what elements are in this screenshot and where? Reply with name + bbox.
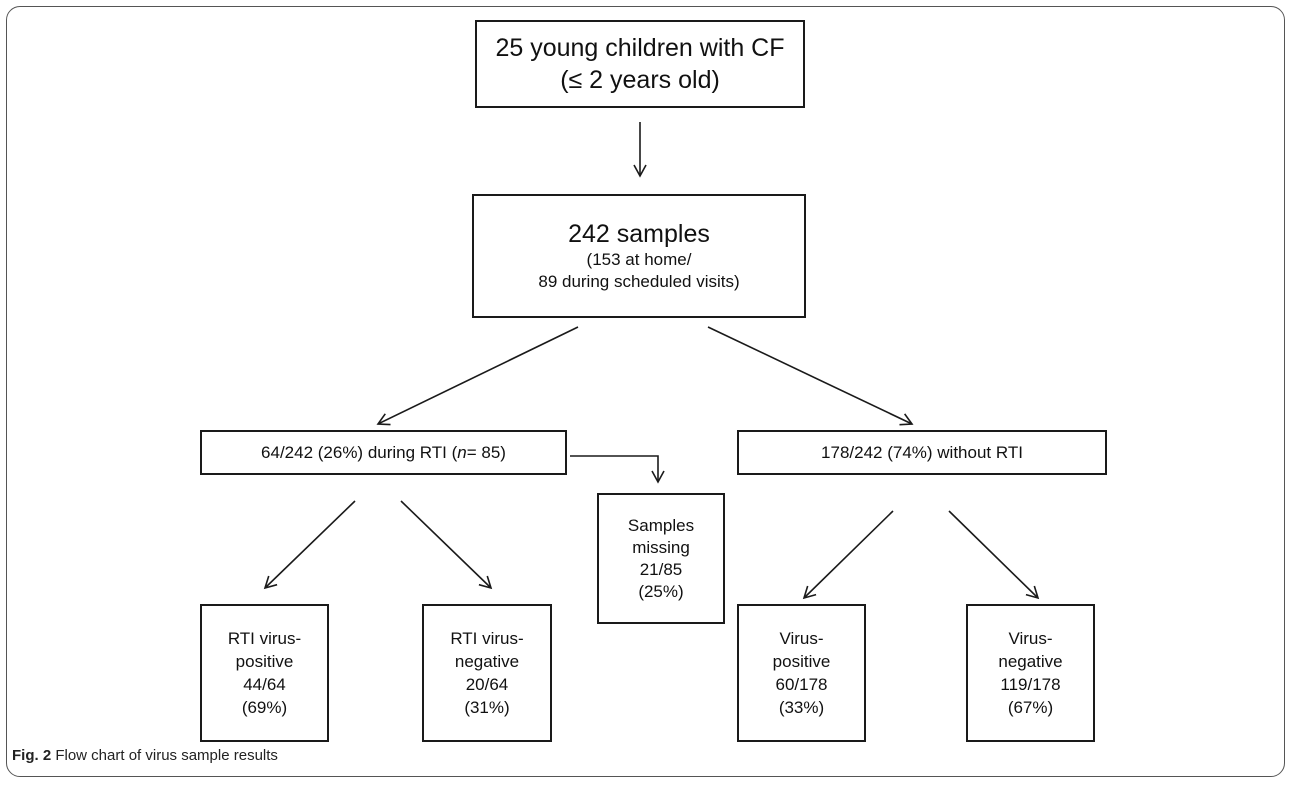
- arrow-nonrti-to-positive: [802, 510, 894, 600]
- rti-neg-line4: (31%): [464, 698, 510, 717]
- missing-line3: 21/85: [639, 559, 683, 579]
- samples-total: 242 samples: [568, 220, 710, 248]
- missing-samples-box: Samples missing 21/85 (25%): [597, 493, 725, 624]
- pos-line1: Virus-: [779, 629, 824, 648]
- rti-neg-line1: RTI virus-: [450, 629, 524, 648]
- neg-line4: (67%): [1007, 698, 1054, 717]
- rti-pos-line4: (69%): [241, 698, 288, 717]
- non-rti-label: 178/242 (74%) without RTI: [821, 442, 1023, 462]
- samples-box: 242 samples (153 at home/ 89 during sche…: [472, 194, 806, 318]
- rti-neg-line2: negative: [454, 652, 520, 671]
- missing-line2: missing: [632, 537, 690, 557]
- neg-line2: negative: [998, 652, 1063, 671]
- population-line1: 25 young children with CF: [495, 34, 785, 62]
- rti-virus-positive-box: RTI virus- positive 44/64 (69%): [200, 604, 329, 742]
- arrow-samples-to-rti: [376, 326, 579, 426]
- arrow-nonrti-to-negative: [948, 510, 1040, 600]
- virus-positive-box: Virus- positive 60/178 (33%): [737, 604, 866, 742]
- missing-line1: Samples: [627, 515, 695, 535]
- pos-line4: (33%): [778, 698, 825, 717]
- arrow-samples-to-nonrti: [707, 326, 914, 426]
- rti-pos-line2: positive: [235, 652, 294, 671]
- rti-box: 64/242 (26%) during RTI (n= 85): [200, 430, 567, 475]
- rti-neg-line3: 20/64: [465, 675, 509, 694]
- virus-negative-box: Virus- negative 119/178 (67%): [966, 604, 1095, 742]
- samples-home: (153 at home/: [586, 250, 692, 269]
- rti-prefix: 64/242 (26%) during RTI (: [261, 442, 458, 462]
- pos-line2: positive: [772, 652, 831, 671]
- rti-n-symbol: n: [457, 442, 467, 462]
- population-box: 25 young children with CF (≤ 2 years old…: [475, 20, 805, 108]
- rti-pos-line1: RTI virus-: [227, 629, 302, 648]
- missing-line4: (25%): [638, 581, 684, 601]
- figure-caption: Fig. 2 Flow chart of virus sample result…: [12, 747, 278, 764]
- arrow-rti-to-positive: [263, 500, 356, 590]
- arrow-rti-to-missing: [570, 455, 665, 484]
- pos-line3: 60/178: [775, 675, 828, 694]
- samples-visits: 89 during scheduled visits): [538, 272, 740, 291]
- neg-line3: 119/178: [1000, 675, 1061, 694]
- caption-label: Fig. 2: [12, 747, 52, 764]
- non-rti-box: 178/242 (74%) without RTI: [737, 430, 1107, 475]
- figure-frame: [6, 6, 1285, 777]
- caption-text: Flow chart of virus sample results: [51, 747, 278, 764]
- neg-line1: Virus-: [1008, 629, 1053, 648]
- rti-label: 64/242 (26%) during RTI (n= 85): [261, 443, 506, 463]
- population-line2: (≤ 2 years old): [560, 66, 720, 94]
- rti-suffix: = 85): [466, 442, 506, 462]
- arrow-rti-to-negative: [400, 500, 493, 590]
- rti-pos-line3: 44/64: [243, 675, 286, 694]
- rti-virus-negative-box: RTI virus- negative 20/64 (31%): [422, 604, 552, 742]
